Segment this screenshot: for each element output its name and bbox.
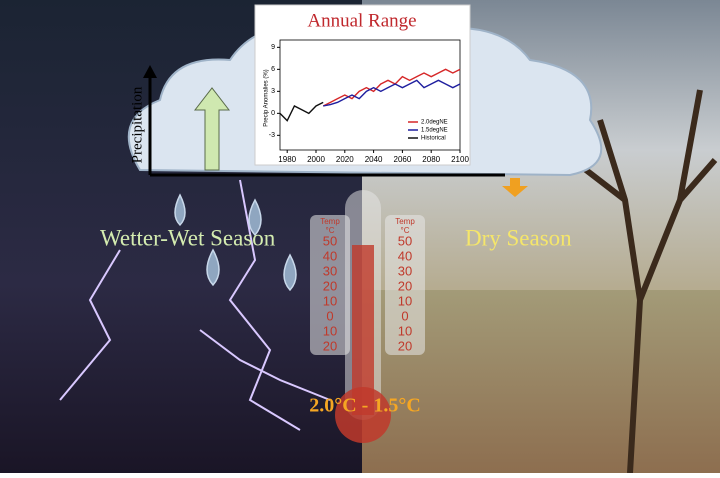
y-tick-label: 6	[271, 66, 275, 73]
thermometer-unit: °C	[326, 226, 335, 235]
increase-arrow	[193, 87, 231, 171]
legend-label: 1.5degNE	[421, 128, 448, 134]
x-tick-label: 2100	[451, 155, 469, 164]
lightning	[59, 179, 331, 431]
thermometer-unit: °C	[401, 226, 410, 235]
y-axis-label: Precip Anomalies (%)	[264, 69, 270, 126]
thermometer-scale: 50	[323, 233, 337, 248]
thermometer-scale: 20	[323, 278, 337, 293]
inset-chart	[254, 4, 471, 166]
series-line	[279, 101, 324, 122]
thermometer-scale: 0	[401, 308, 408, 323]
chart-title: Annual Range	[307, 10, 416, 31]
thermometer-right	[385, 215, 425, 355]
x-tick-label: 2020	[336, 155, 354, 164]
thermometer-bulb	[335, 387, 391, 443]
warming-label: 2.0°C - 1.5°C	[309, 395, 421, 417]
y-tick-label: 0	[271, 110, 275, 117]
x-tick-label: 2060	[394, 155, 412, 164]
wet-season-label: Wetter-Wet Season	[100, 225, 276, 250]
legend-label: 2.0degNE	[421, 120, 448, 126]
precipitation-label: Precipitation	[129, 86, 145, 163]
axis-arrow	[143, 65, 157, 78]
thermometer-scale: 30	[323, 263, 337, 278]
thermometer-left	[310, 215, 350, 355]
thermometer-scale: 20	[323, 338, 337, 353]
series-line	[322, 68, 461, 107]
decrease-arrow	[502, 178, 528, 197]
raindrops	[174, 193, 297, 292]
thermometer-scale: 10	[323, 293, 337, 308]
thermometer-scale: 50	[398, 233, 412, 248]
thermometer-scale: 0	[326, 308, 333, 323]
thermometer-scale: 40	[398, 248, 412, 263]
thermometer-title: Temp	[395, 217, 415, 226]
thermometer-scale: 10	[398, 293, 412, 308]
thermometer-scale: 10	[398, 323, 412, 338]
x-tick-label: 2040	[365, 155, 383, 164]
x-tick-label: 1980	[278, 155, 296, 164]
thermometer-scale: 40	[323, 248, 337, 263]
x-tick-label: 2000	[307, 155, 325, 164]
thermometer-title: Temp	[320, 217, 340, 226]
dry-season-label: Dry Season	[465, 225, 572, 250]
y-tick-label: -3	[269, 132, 275, 139]
thermometer-scale: 30	[398, 263, 412, 278]
plot-area	[279, 39, 461, 151]
legend-label: Historical	[421, 136, 446, 142]
y-tick-label: 3	[271, 88, 275, 95]
thermometer-scale: 10	[323, 323, 337, 338]
thermometer-scale: 20	[398, 278, 412, 293]
series-line	[323, 79, 461, 107]
x-tick-label: 2080	[422, 155, 440, 164]
y-tick-label: 9	[271, 44, 275, 51]
dead-tree	[558, 89, 718, 474]
thermometer-scale: 20	[398, 338, 412, 353]
mercury	[352, 245, 374, 415]
